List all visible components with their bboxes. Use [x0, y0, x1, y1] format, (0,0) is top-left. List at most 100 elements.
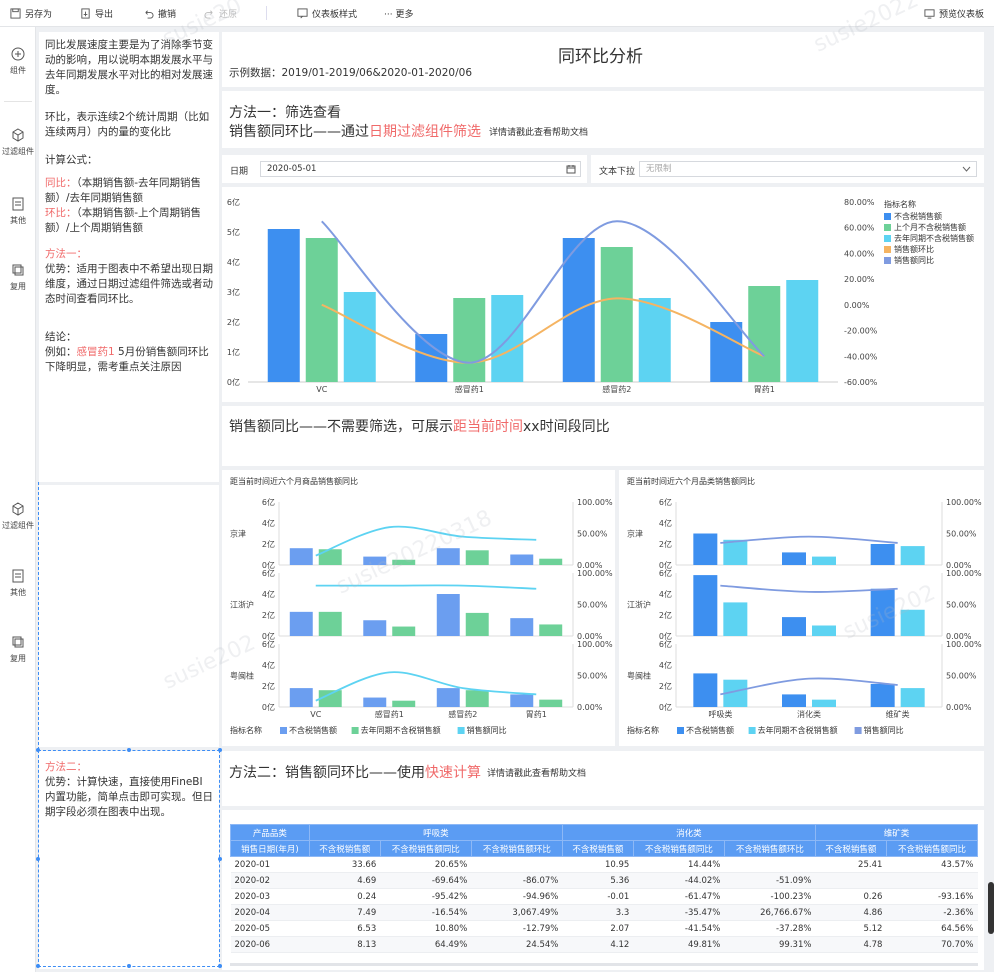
table-row[interactable]: 2020-05 6.53 10.80% -12.79% 2.07 -41.54% -37.2…	[230, 920, 978, 937]
redo-button[interactable]: 还原	[204, 7, 237, 20]
resize-handle[interactable]	[36, 748, 40, 752]
sidebar-item-label: 其他	[10, 588, 26, 597]
table-column-header[interactable]: 不含税销售额同比	[632, 840, 725, 857]
table-cell: -94.96%	[471, 888, 563, 905]
sidebar-item-components[interactable]: 组件	[0, 47, 36, 76]
dashboard-style-button[interactable]: 仪表板样式	[297, 7, 357, 20]
legend-title: 指标名称	[884, 199, 916, 209]
date-filter-widget: 日期 2020-05-01	[222, 155, 587, 183]
y-tick-label: 4亿	[659, 589, 672, 599]
table-row[interactable]: 2020-04 7.49 -16.54% 3,067.49% 3.3 -35.47% 26,…	[230, 904, 978, 921]
pivot-table-grid[interactable]: 产品品类 呼吸类 消化类 维矿类 销售日期(年月) 不含税销售额 不含税销售额同比 不含税销…	[230, 824, 979, 953]
main-combo-chart-widget[interactable]: 0亿 1亿 2亿 3亿 4亿 5亿 6亿 -60.00% -40.00% -20.00% 0.00%…	[222, 187, 984, 402]
preview-dashboard-button[interactable]: 预览仪表板	[924, 7, 984, 20]
bar	[782, 694, 806, 707]
help-doc-link[interactable]: 详情请戳此查看帮助文档	[489, 128, 589, 138]
series-line	[315, 671, 537, 702]
help-doc-link[interactable]: 详情请戳此查看帮助文档	[487, 769, 587, 779]
method1-title-widget[interactable]	[222, 91, 984, 148]
explanation-text-widget[interactable]	[39, 32, 219, 482]
table-column-header[interactable]: 不含税销售额同比	[885, 840, 979, 857]
export-label: 导出	[95, 10, 114, 20]
sidebar-item-filter[interactable]: 过滤组件	[0, 128, 36, 157]
resize-handle[interactable]	[36, 964, 40, 968]
sidebar-item-label: 复用	[10, 654, 26, 663]
table-column-header[interactable]: 不含税销售额同比	[379, 840, 472, 857]
table-group-header[interactable]: 产品品类	[230, 824, 310, 841]
pivot-table[interactable]: 产品品类 呼吸类 消化类 维矿类 销售日期(年月) 不含税销售额 不含税销售额同比 不含税销…	[230, 824, 979, 953]
product-yoy-chart-widget[interactable]: 距当前时间近六个月商品销售额同比 京津 0亿 2亿 4亿 6亿 0.00% 50.00% 100…	[222, 470, 615, 746]
yoy-formula-label: 同比：	[45, 177, 77, 189]
main-combo-chart[interactable]: 0亿 1亿 2亿 3亿 4亿 5亿 6亿 -60.00% -40.00% -20.00% 0.00%…	[222, 187, 984, 402]
export-button[interactable]: 导出	[80, 7, 113, 20]
table-group-header[interactable]: 维矿类	[814, 824, 979, 841]
y2-tick-label: 50.00%	[577, 530, 608, 539]
legend-swatch	[280, 727, 287, 734]
table-cell: 20.65%	[380, 856, 472, 873]
component-sidebar: 组件 过滤组件 其他 复用 过滤组件 其他 复用	[0, 27, 36, 972]
y2-tick-label: -20.00%	[844, 327, 878, 336]
category-yoy-chart-widget[interactable]: 距当前时间近六个月品类销售额同比 京津 0亿 2亿 4亿 6亿 0.00% 50.00% 100…	[619, 470, 984, 746]
sidebar-item-reuse[interactable]: 复用	[0, 635, 36, 664]
table-row[interactable]: 2020-02 4.69 -69.64% -86.07% 5.36 -44.02% -51.…	[230, 872, 978, 889]
sidebar-item-reuse[interactable]: 复用	[0, 263, 36, 292]
resize-handle[interactable]	[127, 964, 131, 968]
table-column-header[interactable]: 不含税销售额	[308, 840, 381, 857]
method1-subtitle: 销售额同环比——通过日期过滤组件筛选	[229, 121, 481, 141]
table-cell	[471, 856, 563, 873]
table-column-header[interactable]: 不含税销售额	[561, 840, 634, 857]
date-input[interactable]: 2020-05-01	[260, 161, 581, 177]
text-dropdown-select[interactable]: 无限制	[639, 161, 977, 177]
resize-handle[interactable]	[36, 857, 40, 861]
bar	[267, 229, 300, 382]
bar	[343, 292, 376, 382]
table-row[interactable]: 2020-03 0.24 -95.42% -94.96% -0.01 -61.47% -10…	[230, 888, 978, 905]
table-row[interactable]: 2020-06 8.13 64.49% 24.54% 4.12 49.81% 99.31% 4…	[230, 936, 978, 953]
table-group-header[interactable]: 消化类	[561, 824, 816, 841]
horizontal-scrollbar[interactable]	[230, 963, 978, 966]
save-as-button[interactable]: 另存为	[10, 7, 52, 20]
bar	[363, 697, 387, 707]
sidebar-item-other[interactable]: 其他	[0, 197, 36, 226]
method2-title-widget[interactable]	[222, 751, 984, 806]
vertical-scroll-indicator[interactable]	[988, 882, 994, 934]
bar	[812, 699, 836, 707]
y2-tick-label: 0.00%	[844, 301, 870, 310]
resize-handle[interactable]	[218, 964, 222, 968]
table-column-header[interactable]: 销售日期(年月)	[230, 840, 310, 857]
table-group-header[interactable]: 呼吸类	[308, 824, 563, 841]
y-tick-label: 6亿	[659, 568, 672, 578]
legend-swatch	[884, 235, 891, 242]
x-tick-label: VC	[316, 385, 327, 394]
method2-text-widget[interactable]	[39, 751, 219, 969]
table-column-header[interactable]: 不含税销售额环比	[470, 840, 563, 857]
more-button[interactable]: ··· 更多	[384, 7, 413, 20]
header-widget[interactable]	[222, 32, 984, 87]
y2-tick-label: 100.00%	[577, 640, 613, 649]
table-column-header[interactable]: 不含税销售额环比	[723, 840, 816, 857]
table-row[interactable]: 2020-01 33.66 20.65% 10.95 14.44% 25.41 43.57%	[230, 856, 978, 873]
resize-handle[interactable]	[218, 857, 222, 861]
resize-handle[interactable]	[218, 748, 222, 752]
table-column-header[interactable]: 不含税销售额	[814, 840, 887, 857]
preview-dashboard-label: 预览仪表板	[939, 10, 985, 20]
row-group-label: 江浙沪	[230, 600, 254, 610]
undo-button[interactable]: 撤销	[143, 7, 176, 20]
calendar-icon[interactable]	[566, 164, 576, 174]
bar	[436, 594, 460, 636]
quick-calc-table-widget[interactable]: 产品品类 呼吸类 消化类 维矿类 销售日期(年月) 不含税销售额 不含税销售额同比 不含税销…	[222, 810, 984, 970]
bar	[465, 612, 489, 636]
table-cell: 43.57%	[886, 856, 978, 873]
row-group-label: 京津	[627, 529, 643, 539]
sidebar-item-filter[interactable]: 过滤组件	[0, 502, 36, 531]
y-tick-label: 2亿	[262, 539, 275, 549]
conclusion-text: 例如：感冒药1 5月份销售额同环比下降明显，需考重点关注原因	[45, 345, 213, 375]
resize-handle[interactable]	[127, 748, 131, 752]
document-icon	[12, 569, 24, 583]
table-cell: 4.86	[815, 904, 887, 921]
section2-title-widget[interactable]	[222, 406, 984, 466]
table-cell: -86.07%	[471, 872, 563, 889]
sidebar-item-other[interactable]: 其他	[0, 569, 36, 598]
